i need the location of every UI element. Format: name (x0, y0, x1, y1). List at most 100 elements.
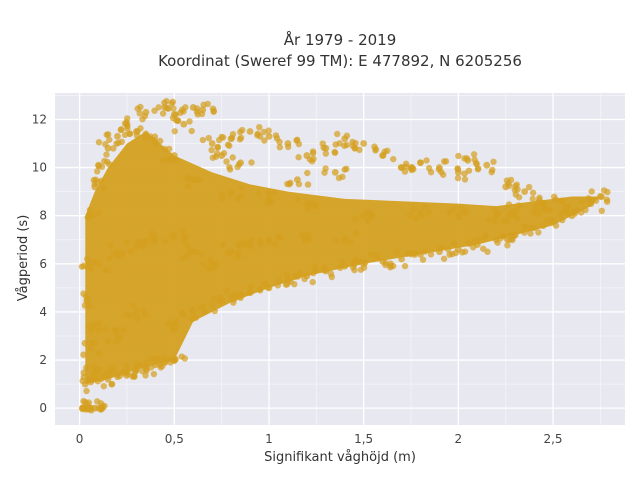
data-point (95, 327, 102, 334)
data-point (331, 148, 338, 156)
data-point (119, 251, 126, 258)
data-point (588, 188, 595, 195)
data-point (248, 236, 255, 244)
data-point (219, 134, 227, 141)
x-tick-label: 0,5 (165, 432, 184, 446)
data-point (157, 364, 164, 371)
data-point (265, 132, 273, 140)
data-point (273, 135, 281, 142)
data-point (159, 110, 167, 117)
x-tick-label: 0 (76, 432, 84, 446)
data-point (265, 238, 272, 245)
data-point (95, 139, 103, 146)
data-point (598, 207, 605, 215)
data-point (178, 353, 185, 360)
data-point (188, 306, 195, 313)
data-point (170, 105, 177, 112)
data-point (102, 140, 109, 148)
data-point (310, 155, 317, 163)
data-point (123, 118, 130, 126)
data-point (97, 400, 105, 407)
data-point (427, 168, 435, 176)
data-point (271, 189, 278, 196)
data-point (544, 217, 551, 224)
data-point (360, 140, 368, 147)
data-point (169, 234, 176, 241)
data-point (248, 159, 255, 166)
data-point (265, 189, 272, 196)
data-point (247, 283, 254, 290)
data-point (163, 97, 170, 105)
data-point (352, 230, 360, 237)
data-point (262, 281, 269, 288)
data-point (121, 368, 128, 376)
data-point (390, 155, 397, 163)
data-point (257, 237, 264, 245)
data-point (90, 258, 98, 266)
data-point (229, 130, 237, 138)
data-point (491, 206, 498, 213)
x-axis-label: Signifikant våghöjd (m) (264, 450, 416, 465)
data-point (334, 130, 341, 138)
data-point (143, 358, 151, 365)
data-point (539, 222, 547, 230)
data-point (552, 222, 560, 229)
data-point (514, 214, 521, 222)
data-point (398, 255, 405, 263)
data-point (209, 105, 217, 112)
data-point (106, 136, 113, 143)
data-point (129, 301, 137, 309)
data-point (211, 264, 219, 271)
chart-title-line-2: Koordinat (Sweref 99 TM): E 477892, N 62… (158, 52, 522, 70)
data-point (116, 334, 124, 341)
data-point (256, 123, 263, 131)
data-point (104, 267, 112, 275)
data-point (293, 137, 300, 144)
data-point (89, 212, 96, 219)
data-point (311, 201, 318, 208)
x-tick-label: 1,5 (354, 432, 373, 446)
data-point (194, 175, 201, 183)
chart-title-line-1: År 1979 - 2019 (284, 30, 397, 49)
data-point (256, 285, 264, 293)
data-point (500, 218, 507, 226)
data-point (93, 168, 101, 175)
data-point (142, 130, 150, 137)
data-point (86, 302, 94, 310)
data-point (171, 356, 179, 363)
data-point (117, 126, 124, 134)
data-point (521, 223, 528, 230)
data-point (95, 320, 102, 328)
data-point (592, 197, 600, 204)
data-point (552, 196, 559, 203)
data-point (246, 289, 254, 296)
data-point (529, 189, 537, 196)
data-point (80, 373, 88, 381)
data-point (87, 327, 95, 335)
data-point (461, 248, 469, 255)
data-point (150, 370, 158, 378)
data-point (180, 311, 188, 318)
data-point (193, 105, 201, 112)
data-point (283, 272, 291, 279)
data-point (165, 320, 172, 327)
data-point (506, 182, 513, 189)
data-point (276, 234, 284, 241)
data-point (120, 326, 127, 334)
data-point (100, 184, 107, 192)
data-points (78, 97, 611, 414)
data-point (234, 195, 241, 202)
data-point (402, 160, 410, 167)
data-point (84, 264, 92, 272)
data-point (295, 180, 303, 188)
data-point (104, 337, 112, 345)
data-point (81, 340, 89, 347)
data-point (598, 193, 605, 200)
data-point (83, 297, 90, 305)
data-point (352, 215, 359, 222)
point-cloud (85, 131, 601, 385)
data-point (210, 295, 217, 302)
data-point (474, 165, 482, 172)
data-point (320, 264, 328, 272)
data-point (305, 234, 312, 241)
